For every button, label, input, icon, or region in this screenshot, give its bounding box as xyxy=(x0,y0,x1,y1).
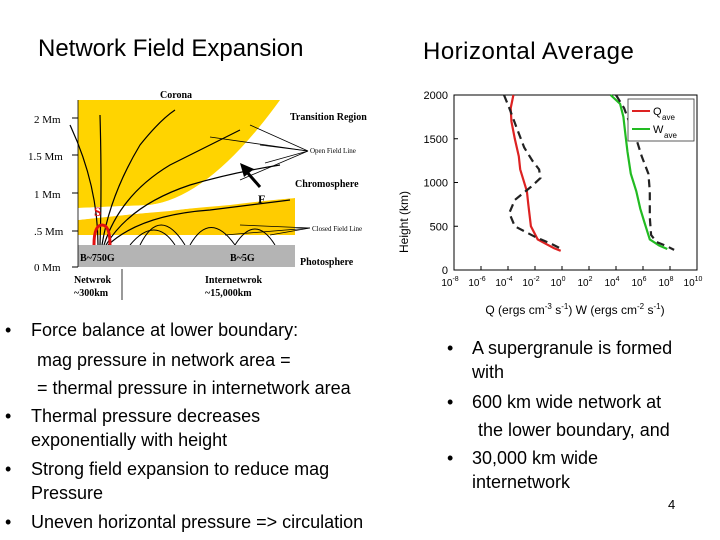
y-tick-label: 0 xyxy=(442,265,448,277)
y-tick-label: 1500 xyxy=(424,134,448,146)
legend-q-subscript: ave xyxy=(662,113,675,122)
chromosphere-label: Chromosphere xyxy=(295,179,359,190)
plot-area xyxy=(453,94,698,271)
left-title: Network Field Expansion xyxy=(38,35,304,62)
x-tick-label: 106 xyxy=(631,276,646,289)
right-title: Horizontal Average xyxy=(423,38,635,65)
height-label-05mm: .5 Mm xyxy=(34,226,64,238)
force-label: F xyxy=(258,192,265,206)
internetwork-size-label: ~15,000km xyxy=(205,288,252,299)
open-field-line-label: Open Field Line xyxy=(310,147,356,155)
x-tick-label: 1010 xyxy=(684,276,703,289)
x-tick-label: 10-4 xyxy=(495,276,512,289)
bullet-dot: • xyxy=(447,338,454,358)
height-label-15mm: 1.5 Mm xyxy=(28,151,63,163)
legend-w-subscript: ave xyxy=(664,131,677,140)
right-bullet-2-line-2: the lower boundary, and xyxy=(478,420,670,440)
right-bullet-2-line-1: 600 km wide network at xyxy=(472,392,662,412)
page-number: 4 xyxy=(668,497,676,512)
corona-region xyxy=(78,100,280,208)
network-size-label: ~300km xyxy=(74,288,109,299)
field-expansion-diagram: 2 Mm 1.5 Mm 1 Mm .5 Mm 0 Mm Corona Trans… xyxy=(28,90,367,300)
left-bullet-2-line-2: exponentially with height xyxy=(31,430,228,450)
bullet-dot: • xyxy=(5,512,12,532)
bullet-dot: • xyxy=(5,320,12,340)
x-tick-label: 10-6 xyxy=(468,276,485,289)
photosphere-label: Photosphere xyxy=(300,257,354,268)
y-axis-label: Height (km) xyxy=(397,191,411,253)
transition-region-label: Transition Region xyxy=(290,112,367,123)
right-bullet-1-line-2: with xyxy=(472,362,505,382)
internetwork-label: Internetwrok xyxy=(205,275,262,286)
y-tick-label: 1000 xyxy=(424,178,448,190)
x-tick-label: 10-2 xyxy=(522,276,539,289)
left-bullet-4-line-1: Uneven horizontal pressure => circulatio… xyxy=(31,512,364,532)
x-tick-label: 104 xyxy=(604,276,619,289)
left-bullet-1-line-1: Force balance at lower boundary: xyxy=(31,320,299,340)
x-tick-label: 100 xyxy=(550,276,565,289)
x-tick-label: 10-8 xyxy=(441,276,458,289)
right-bullet-1-line-1: A supergranule is formed xyxy=(472,338,673,358)
series-line-2 xyxy=(609,94,668,251)
corona-label: Corona xyxy=(160,90,192,101)
x-tick-label: 102 xyxy=(577,276,592,289)
height-label-2mm: 2 Mm xyxy=(34,114,61,126)
b-internetwork-label: B~5G xyxy=(230,253,255,264)
closed-field-line-label: Closed Field Line xyxy=(312,225,362,233)
right-bullet-3-line-2: internetwork xyxy=(472,472,571,492)
bullet-dot: • xyxy=(5,406,12,426)
y-tick-label: 2000 xyxy=(424,90,448,102)
s-label: S xyxy=(94,204,101,219)
chromosphere-region xyxy=(78,198,295,235)
y-tick-label: 500 xyxy=(430,221,448,233)
force-arrow xyxy=(240,163,262,188)
bullet-dot: • xyxy=(5,459,12,479)
left-bullet-3-line-2: Pressure xyxy=(31,483,104,503)
series-line-3 xyxy=(502,94,564,251)
left-bullet-1-line-2: mag pressure in network area = xyxy=(37,350,291,370)
closed-field-loops xyxy=(129,224,276,246)
network-flux-symbol xyxy=(92,223,112,246)
bullet-dot: • xyxy=(447,392,454,412)
b-network-label: B~750G xyxy=(80,253,115,264)
network-label: Netwrok xyxy=(74,275,111,286)
height-label-0mm: 0 Mm xyxy=(34,262,61,274)
left-bullet-3-line-1: Strong field expansion to reduce mag xyxy=(31,459,330,479)
bullet-dot: • xyxy=(447,448,454,468)
legend-w-symbol: W xyxy=(653,124,664,136)
height-label-1mm: 1 Mm xyxy=(34,189,61,201)
x-tick-label: 108 xyxy=(658,276,673,289)
x-axis-label: Q (ergs cm-3 s-1) W (ergs cm-2 s-1) xyxy=(485,302,664,317)
legend: Q ave W ave xyxy=(627,98,695,142)
left-bullet-1-line-3: = thermal pressure in internetwork area xyxy=(37,378,351,398)
photosphere-band xyxy=(78,245,295,267)
horizontal-average-chart: Height (km) 0 500 1000 1500 2000 10-8 10-6 10-… xyxy=(397,90,703,317)
left-bullet-2-line-1: Thermal pressure decreases xyxy=(31,406,261,426)
legend-q-symbol: Q xyxy=(653,106,662,118)
right-bullet-3-line-1: 30,000 km wide xyxy=(472,448,599,468)
series-line-4 xyxy=(615,94,675,251)
